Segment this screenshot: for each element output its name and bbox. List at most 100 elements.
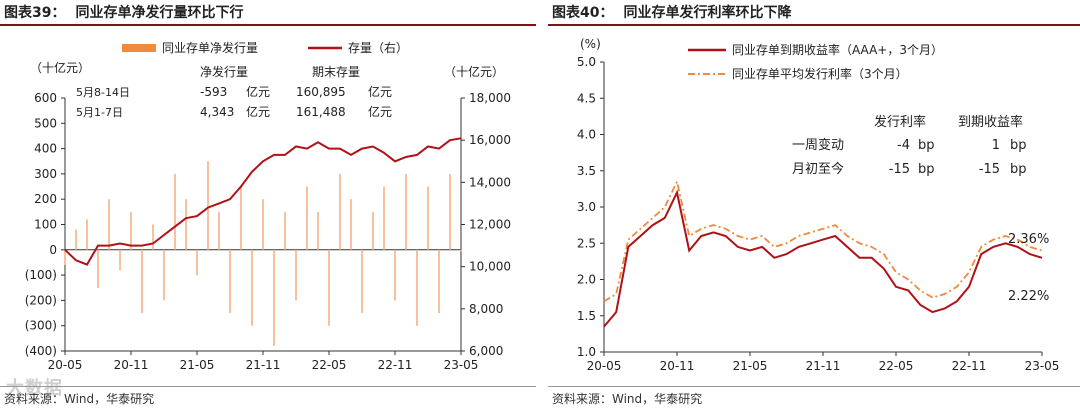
legend-line-label: 存量（右） xyxy=(348,40,408,55)
y-tick-label: 4.0 xyxy=(577,128,596,142)
y-tick-label: 500 xyxy=(34,116,57,130)
net-issuance-bar xyxy=(207,161,209,250)
table-col-stock: 期末存量 xyxy=(312,65,360,79)
net-issuance-bar xyxy=(251,249,253,326)
net-issuance-bar xyxy=(405,173,407,250)
right-chart-title-text: 同业存单发行利率环比下降 xyxy=(623,5,792,21)
net-issuance-bar xyxy=(229,249,231,314)
net-issuance-bar xyxy=(394,249,396,301)
y-tick-label: (300) xyxy=(25,319,57,333)
net-issuance-bar xyxy=(262,199,264,250)
yield-end-label: 2.36% xyxy=(1008,232,1049,247)
net-issuance-bar xyxy=(108,199,110,250)
net-issuance-bar xyxy=(339,173,341,250)
table-stock-value: 160,895 xyxy=(296,85,346,99)
y2-tick-label: 10,000 xyxy=(469,260,511,274)
net-issuance-bar xyxy=(449,173,451,250)
legend-bar-swatch xyxy=(122,44,156,52)
watermark-text: 大数据 xyxy=(6,378,63,399)
x-tick-label: 23-05 xyxy=(1025,359,1060,373)
net-issuance-bar xyxy=(361,249,363,314)
y2-tick-label: 8,000 xyxy=(469,302,503,316)
left-chart-plot: (400) (300) (200) (100) 0 100 200 300 400 500 600 6… xyxy=(25,40,511,372)
y-tick-label: 200 xyxy=(34,192,57,206)
net-issuance-bar xyxy=(350,199,352,250)
right-unit-label: (%) xyxy=(580,37,601,51)
right-title-rule xyxy=(548,24,1080,26)
table-col-issue: 发行利率 xyxy=(874,114,926,130)
y-tick-label: 3.0 xyxy=(577,200,596,214)
net-issuance-bar xyxy=(130,211,132,250)
net-issuance-bar xyxy=(97,249,99,288)
table-row-label: 5月8-14日 xyxy=(76,86,130,99)
y-tick-label: 400 xyxy=(34,142,57,156)
y-tick-label: 1.5 xyxy=(577,309,596,323)
right-chart-number: 图表40： xyxy=(552,5,614,21)
net-issuance-bar xyxy=(196,249,198,276)
net-issuance-bar xyxy=(317,211,319,250)
table-col-yield: 到期收益率 xyxy=(958,114,1023,130)
table-yield-value: -15 xyxy=(979,162,1000,177)
table-net-value: 4,343 xyxy=(200,105,234,119)
net-issuance-bar xyxy=(328,249,330,326)
y2-tick-label: 12,000 xyxy=(469,218,511,232)
right-chart-plot: 1.0 1.5 2.0 2.5 3.0 3.5 4.0 4.5 5.0 20-05 20-11 21-… xyxy=(577,37,1060,373)
x-tick-label: 20-05 xyxy=(48,358,83,372)
legend-yield-label: 同业存单到期收益率（AAA+，3个月） xyxy=(732,42,943,57)
table-issue-unit: bp xyxy=(918,138,935,153)
right-source: 资料来源：Wind，华泰研究 xyxy=(552,392,703,406)
net-issuance-bar xyxy=(218,211,220,250)
y-tick-label: 2.0 xyxy=(577,273,596,287)
y2-tick-label: 16,000 xyxy=(469,133,511,147)
y-tick-label: 0 xyxy=(49,243,57,257)
net-issuance-bar xyxy=(284,211,286,250)
legend-bar-label: 同业存单净发行量 xyxy=(162,40,258,55)
table-row-label: 月初至今 xyxy=(792,161,844,177)
table-net-unit: 亿元 xyxy=(246,84,270,99)
x-tick-label: 22-11 xyxy=(378,358,413,372)
x-tick-label: 21-05 xyxy=(733,359,768,373)
table-yield-value: 1 xyxy=(992,138,1000,153)
table-row-label: 5月1-7日 xyxy=(76,106,123,119)
table-issue-value: -4 xyxy=(897,138,910,153)
left-chart-number: 图表39： xyxy=(4,5,66,21)
x-tick-label: 22-05 xyxy=(312,358,347,372)
x-tick-label: 21-11 xyxy=(246,358,281,372)
left-chart-panel: 图表39： 同业存单净发行量环比下行 (400) (300) (200) (100) 0 1… xyxy=(0,0,536,410)
net-issuance-bar xyxy=(64,249,66,265)
net-issuance-bar xyxy=(174,173,176,250)
x-tick-label: 21-05 xyxy=(180,358,215,372)
net-issuance-bar xyxy=(306,186,308,250)
left-chart-title-text: 同业存单净发行量环比下行 xyxy=(75,5,244,21)
right-chart-panel: 图表40： 同业存单发行利率环比下降 1.0 1.5 2.0 2.5 3.0 3.5 4.0 4… xyxy=(548,0,1080,410)
net-issuance-bar xyxy=(119,249,121,271)
net-issuance-bar xyxy=(416,249,418,326)
left-title-rule xyxy=(0,24,536,26)
y2-tick-label: 6,000 xyxy=(469,344,503,358)
net-issuance-bar xyxy=(460,249,462,252)
table-issue-value: -15 xyxy=(889,162,910,177)
net-issuance-bar xyxy=(273,249,275,346)
x-tick-label: 23-05 xyxy=(444,358,479,372)
net-issuance-bar xyxy=(240,186,242,250)
table-yield-unit: bp xyxy=(1010,138,1027,153)
issue-end-label: 2.22% xyxy=(1008,289,1049,304)
net-issuance-bar xyxy=(427,186,429,250)
net-issuance-bar xyxy=(86,219,88,250)
x-tick-label: 20-05 xyxy=(587,359,622,373)
net-issuance-bar xyxy=(185,199,187,250)
y-tick-label: 600 xyxy=(34,91,57,105)
net-issuance-bar xyxy=(75,229,77,250)
left-source: 资料来源：Wind，华泰研究 xyxy=(4,392,155,406)
left-unit-label: （十亿元） xyxy=(30,60,90,75)
x-tick-label: 22-11 xyxy=(952,359,987,373)
y2-tick-label: 18,000 xyxy=(469,91,511,105)
y-tick-label: 3.5 xyxy=(577,164,596,178)
x-tick-label: 21-11 xyxy=(806,359,841,373)
right-chart-title: 图表40： 同业存单发行利率环比下降 xyxy=(552,2,791,22)
right-source-rule xyxy=(548,386,1080,387)
table-net-unit: 亿元 xyxy=(246,104,270,119)
net-issuance-bar xyxy=(295,249,297,301)
y-tick-label: 300 xyxy=(34,167,57,181)
table-stock-value: 161,488 xyxy=(296,105,346,119)
